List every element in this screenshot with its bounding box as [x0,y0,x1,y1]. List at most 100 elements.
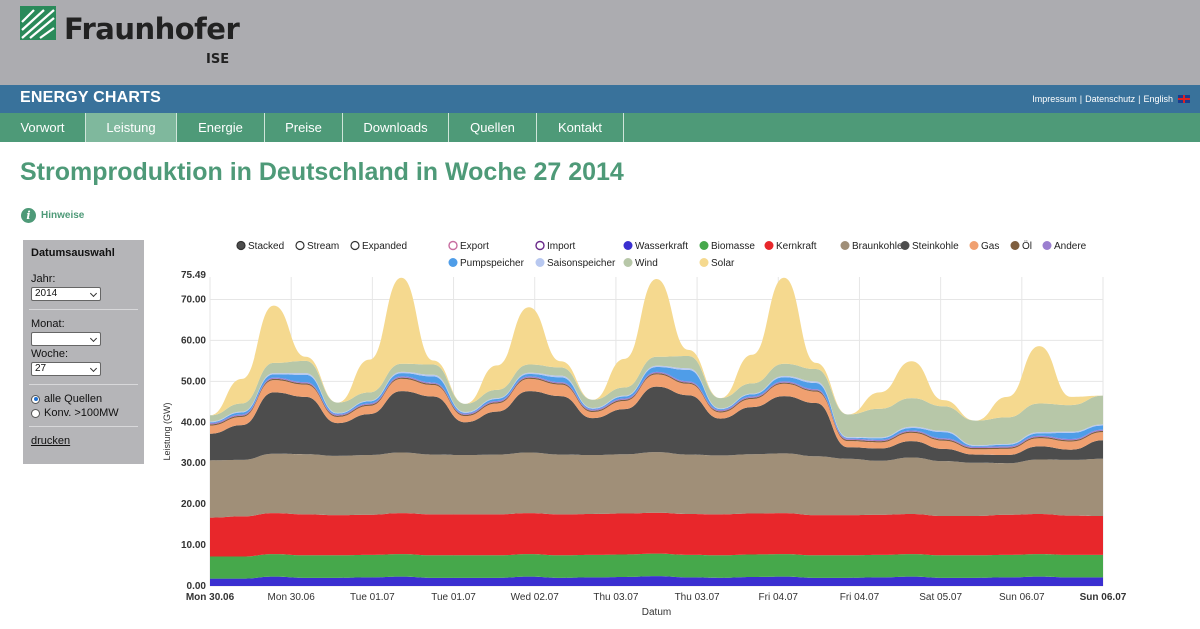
y-tick-label: 20.00 [181,499,206,510]
legend-solar-dot[interactable] [699,258,709,267]
y-tick-label: 40.00 [181,417,206,428]
top-links: Impressum | Datenschutz | English [1032,94,1190,104]
logo-sub: ISE [206,52,230,67]
nav-downloads[interactable]: Downloads [343,113,449,142]
legend-saisonspeicher-dot[interactable] [535,258,545,267]
chart-container: 0.00 10.00 20.00 30.00 40.00 50.00 60.00 70.00 7… [155,232,1200,624]
datenschutz-link[interactable]: Datenschutz [1085,94,1136,104]
fraunhofer-logo[interactable]: Fraunhofer ISE [20,6,240,68]
legend-export[interactable]: Export [460,241,489,252]
divider [29,309,138,310]
legend-import[interactable]: Import [547,241,576,252]
y-tick-label: 30.00 [181,458,206,469]
legend-braunkohle-dot[interactable] [840,241,850,250]
area-wind [210,355,1103,446]
year-select[interactable]: 2014 [31,287,101,301]
area-kernkraft [210,512,1103,557]
divider [29,426,138,427]
month-label: Monat: [31,318,65,330]
y-axis-title: Leistung (GW) [162,402,172,460]
y-tick-label: 70.00 [181,294,206,305]
legend-braunkohle[interactable]: Braunkohle [852,241,903,252]
uk-flag-icon[interactable] [1178,95,1190,103]
nav-kontakt[interactable]: Kontakt [537,113,624,142]
link-separator: | [1079,94,1083,104]
legend-kernkraft[interactable]: Kernkraft [776,241,817,252]
legend-import-dot[interactable] [535,240,545,251]
x-tick-label: Sun 06.07 [999,592,1045,603]
info-icon[interactable]: i [21,208,36,223]
main-nav: Vorwort Leistung Energie Preise Download… [0,113,1200,142]
divider [29,384,138,385]
legend-andere[interactable]: Andere [1054,241,1087,252]
panel-heading: Datumsauswahl [31,247,115,259]
legend-gas[interactable]: Gas [981,241,999,252]
year-label: Jahr: [31,273,56,285]
view-mode-expanded[interactable]: Expanded [362,241,407,252]
area-gas [210,374,1103,456]
radio-conv-label: Konv. >100MW [44,407,119,419]
legend-wind-dot[interactable] [623,258,633,267]
y-tick-label: 0.00 [187,581,207,592]
x-tick-label: Mon 30.06 [186,592,235,603]
y-max-label: 75.49 [181,270,206,281]
area-steinkohle [210,386,1103,464]
legend-andere-dot[interactable] [1042,241,1052,250]
area-braunkohle [210,452,1103,518]
hint-label[interactable]: Hinweise [41,210,85,221]
nav-leistung[interactable]: Leistung [86,113,177,142]
week-select[interactable]: 27 [31,362,101,376]
hint-link[interactable]: i Hinweise [21,208,84,223]
legend-export-dot[interactable] [448,240,458,251]
legend-biomasse[interactable]: Biomasse [711,241,755,252]
area-biomasse [210,553,1103,579]
view-mode-expanded-icon[interactable] [350,240,360,251]
nav-preise[interactable]: Preise [265,113,343,142]
radio-conventional[interactable]: Konv. >100MW [31,407,136,419]
legend-steinkohle[interactable]: Steinkohle [912,241,959,252]
legend-solar[interactable]: Solar [711,258,735,269]
area-wasserkraft [210,576,1103,586]
nav-vorwort[interactable]: Vorwort [0,113,86,142]
x-axis-title: Datum [642,607,671,618]
legend-pumpspeicher[interactable]: Pumpspeicher [460,258,525,269]
week-label: Woche: [31,348,69,360]
chart-svg: 0.00 10.00 20.00 30.00 40.00 50.00 60.00 70.00 7… [162,240,1127,618]
english-link[interactable]: English [1143,94,1173,104]
legend-biomasse-dot[interactable] [699,241,709,250]
area-saisonspeicher [210,365,1103,447]
view-mode-stream[interactable]: Stream [307,241,339,252]
x-tick-label: Fri 04.07 [759,592,799,603]
legend-saisonspeicher[interactable]: Saisonspeicher [547,258,616,269]
view-mode-stream-icon[interactable] [295,240,305,251]
print-link[interactable]: drucken [31,435,71,447]
radio-conv-icon[interactable] [31,408,40,418]
legend-steinkohle-dot[interactable] [900,241,910,250]
view-mode-stacked-icon[interactable] [236,240,246,251]
legend-wind[interactable]: Wind [635,258,658,269]
x-tick-label: Wed 02.07 [511,592,560,603]
header-band: Fraunhofer ISE [0,0,1200,85]
legend-öl[interactable]: Öl [1022,240,1032,252]
nav-quellen[interactable]: Quellen [449,113,537,142]
legend-pumpspeicher-dot[interactable] [448,258,458,267]
radio-all-sources[interactable]: alle Quellen [31,393,136,405]
site-title[interactable]: ENERGY CHARTS [20,89,161,106]
radio-all-icon[interactable] [31,394,40,404]
legend-gas-dot[interactable] [969,241,979,250]
view-mode-stacked[interactable]: Stacked [248,241,284,252]
y-tick-label: 50.00 [181,376,206,387]
y-tick-label: 10.00 [181,540,206,551]
x-tick-label: Tue 01.07 [431,592,476,603]
legend-kernkraft-dot[interactable] [764,241,774,250]
area-solar [210,277,1103,421]
nav-energie[interactable]: Energie [177,113,265,142]
legend-wasserkraft-dot[interactable] [623,241,633,250]
x-tick-label: Sat 05.07 [919,592,962,603]
month-select[interactable] [31,332,101,346]
page-title: Stromproduktion in Deutschland in Woche … [20,158,624,186]
legend-wasserkraft[interactable]: Wasserkraft [635,241,688,252]
x-tick-label: Tue 01.07 [350,592,395,603]
impressum-link[interactable]: Impressum [1032,94,1077,104]
legend-öl-dot[interactable] [1010,241,1020,250]
